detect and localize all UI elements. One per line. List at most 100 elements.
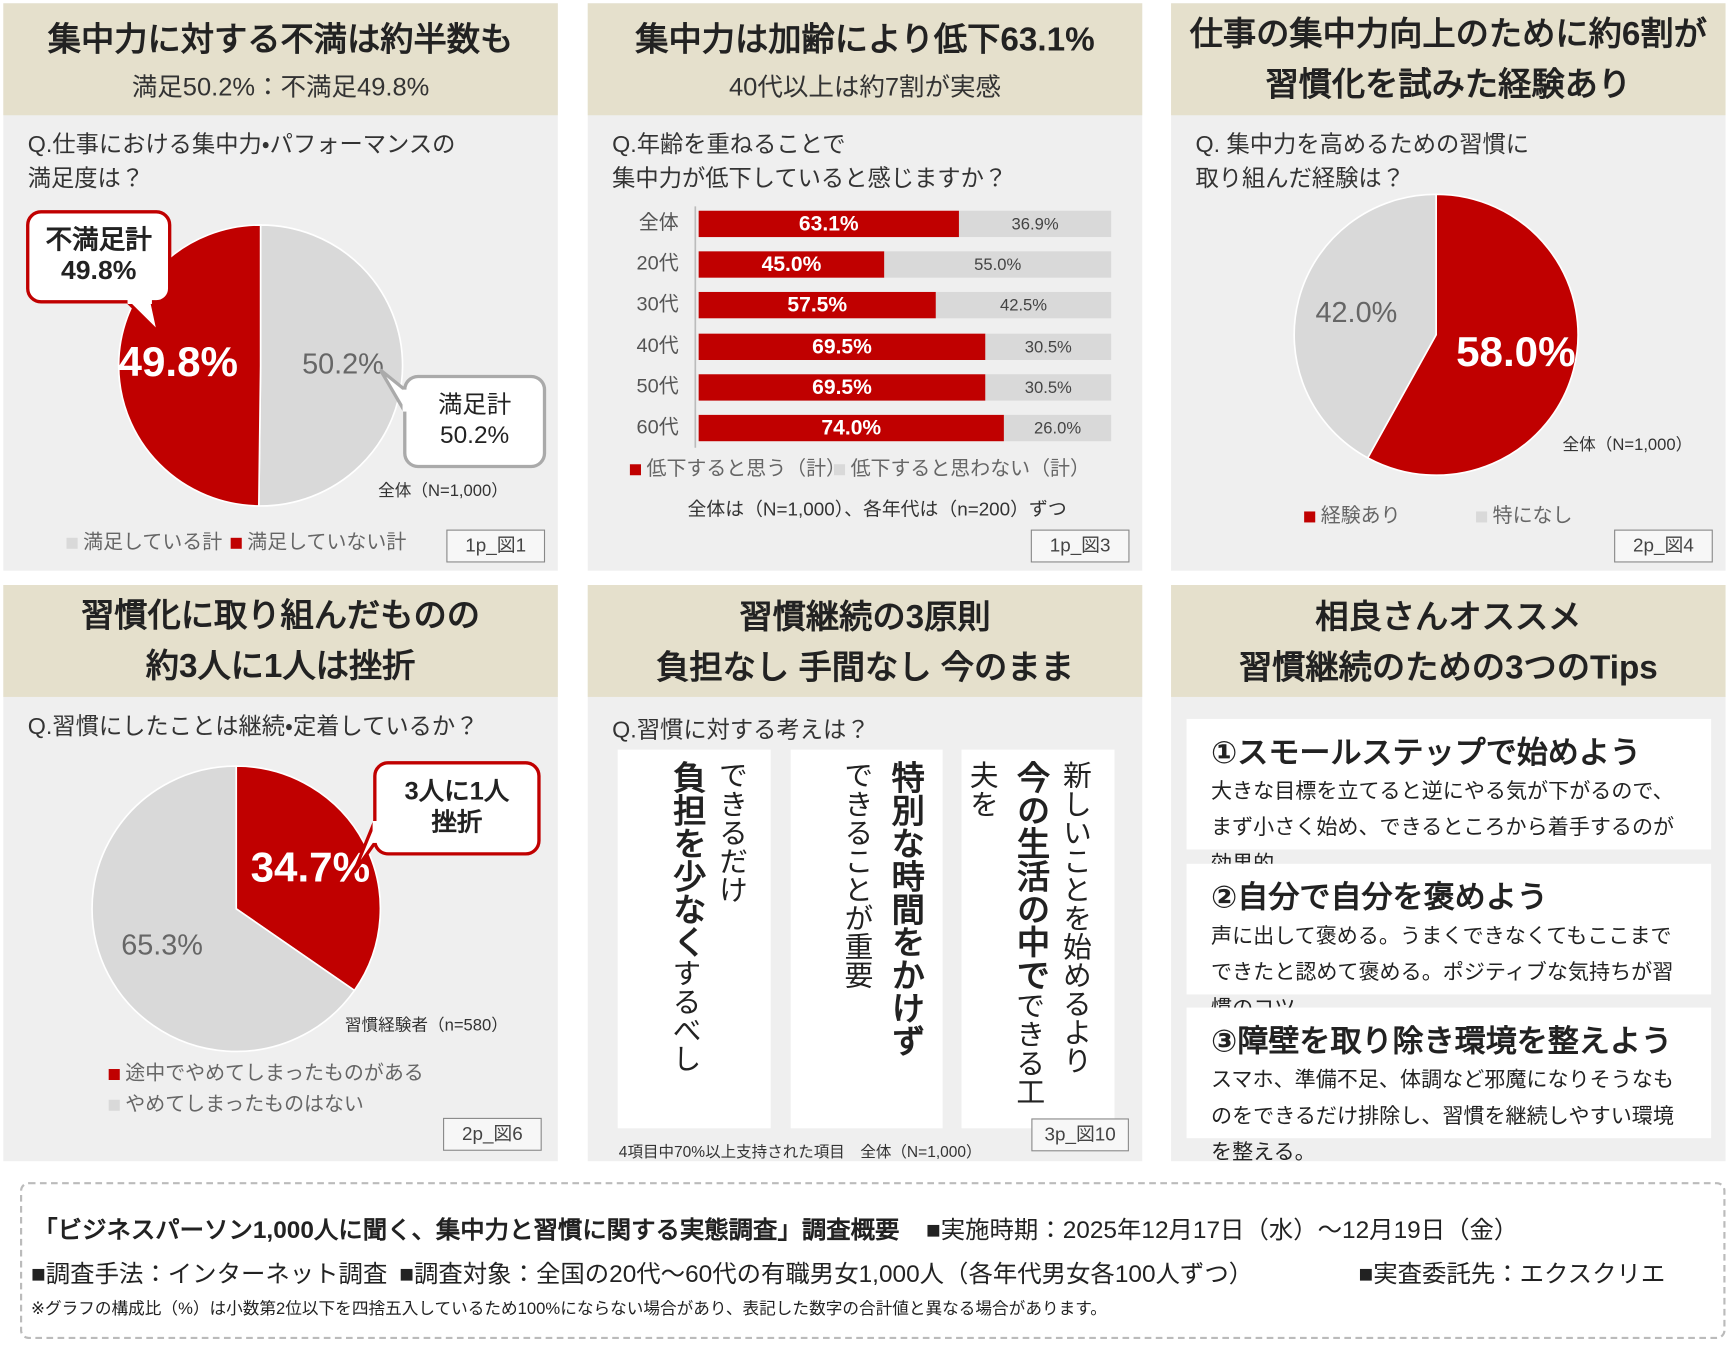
tip-card: ③障壁を取り除き環境を整えようスマホ、準備不足、体調など邪魔になりそうなものをで… [1186, 1007, 1712, 1165]
bar-segment [698, 210, 959, 238]
category-label: 50代 [637, 376, 679, 398]
bar-segment [698, 291, 936, 319]
figure-ref: 2p_図6 [462, 1123, 523, 1145]
panel-title: 習慣継続の3原則 [739, 599, 991, 636]
tip-heading: ②自分で自分を褒めよう [1210, 880, 1548, 915]
tip-card: ①スモールステップで始めよう 大きな目標を立てると逆にやる気が下がるので、まず小さ… [1186, 718, 1712, 876]
card-text: するべし [668, 958, 702, 1073]
callout-box [26, 210, 172, 304]
legend-label: 満足していない計 [247, 532, 406, 554]
pie-value-label: 49.8% [119, 338, 238, 385]
sample-note: 4項目中70%以上支持された項目 全体（N=1,000） [618, 1142, 982, 1161]
bar-value-label: 57.5% [787, 294, 847, 317]
pie-slice [257, 224, 404, 507]
legend-swatch [1304, 511, 1316, 523]
panel-header [1171, 3, 1726, 116]
bar-segment [698, 374, 986, 401]
figure-ref-box [1030, 529, 1130, 563]
legend-swatch [108, 1069, 120, 1080]
card-emphasis: 特別な時間をかけず [886, 760, 923, 1057]
figure-ref-box [1614, 529, 1713, 563]
panel-header [3, 3, 558, 116]
principle-card: できるだけ 負担を少なくするべし [617, 749, 771, 1129]
pie-value-label: 65.3% [121, 930, 203, 962]
legend-swatch [108, 1099, 120, 1111]
summary-item: ■実査委託先：エクスクリエ [1358, 1259, 1666, 1288]
panel-header: 相良さんオススメ 習慣継続のための3つのTips [1171, 584, 1726, 697]
bar-segment [698, 251, 885, 278]
panel-header: 習慣継続の3原則 負担なし 手間なし 今のまま [587, 584, 1143, 697]
bar-value-label: 55.0% [974, 255, 1021, 274]
card-line: 特別な時間をかけず [881, 761, 928, 1129]
card-line: 今の生活の中でできる工夫を [959, 761, 1052, 1129]
bar-segment [698, 414, 1004, 442]
bar-value-label: 42.5% [1000, 296, 1047, 315]
question: 集中力が低下していると感じますか？ [612, 165, 1007, 191]
principle-card: 特別な時間をかけず できることが重要 [790, 749, 943, 1129]
card-text: できることが重要 [840, 760, 874, 989]
category-label: 60代 [637, 416, 679, 438]
summary-remark: ※グラフの構成比（%）は小数第2位以下を四捨五入しているため100%にならない場… [31, 1299, 1107, 1319]
callout-box [403, 374, 547, 469]
pie-value-label: 34.7% [251, 844, 370, 891]
bar-value-label: 45.0% [762, 253, 822, 276]
bar-value-label: 63.1% [799, 213, 859, 236]
pie-value-label: 50.2% [302, 349, 384, 381]
card-line: 負担を少なくするべし [662, 761, 709, 1129]
bar-value-label: 30.5% [1025, 337, 1072, 356]
figure-ref-box [443, 1117, 542, 1151]
bar-value-label: 36.9% [1012, 214, 1059, 233]
card-line: できるだけ [709, 761, 756, 1129]
category-label: 全体 [639, 212, 679, 234]
panel-title: 約3人に1人は挫折 [146, 648, 416, 685]
legend-swatch [230, 537, 242, 549]
card-text: できるだけ [715, 760, 749, 904]
legend-label: 途中でやめてしまったものがある [125, 1063, 423, 1085]
bar-value-label: 69.5% [812, 376, 872, 399]
legend-swatch [629, 464, 641, 476]
card-line: できることが重要 [834, 761, 881, 1129]
figure-ref: 1p_図1 [465, 535, 526, 557]
panel-title: 集中力に対する不満は約半数も [47, 22, 514, 59]
legend-label: 満足している計 [83, 532, 222, 554]
callout-text: 満足計 [438, 392, 511, 419]
category-label: 20代 [637, 253, 679, 275]
legend-label: やめてしまったものはない [125, 1094, 364, 1116]
bar-segment [884, 251, 1112, 278]
bar-segment [698, 333, 986, 360]
question: Q.年齢を重ねることで [612, 131, 845, 157]
summary-period: ■実施時期：2025年12月17日（水）～12月19日（金） [925, 1216, 1519, 1244]
tip-heading: ①スモールステップで始めよう [1210, 735, 1641, 770]
legend-label: 低下すると思う（計） [647, 458, 846, 480]
pie-slice [91, 765, 356, 1053]
tip-body: スマホ、準備不足、体調など邪魔になりそうなものをできるだけ排除し、習慣を継続しや… [1210, 1069, 1674, 1165]
callout-tail [378, 368, 407, 413]
question: Q. 集中力を高めるための習慣に [1195, 131, 1529, 157]
bar-segment [985, 333, 1112, 360]
card-emphasis: 今の生活の中で [1011, 760, 1048, 992]
tip-heading: ③障壁を取り除き環境を整えよう [1210, 1024, 1673, 1059]
legend-swatch [66, 537, 78, 549]
card-line: 新しいことを始めるより [1052, 761, 1099, 1129]
callout-text: 50.2% [440, 422, 509, 449]
panel-title: 集中力は加齢により低下63.1% [634, 22, 1094, 59]
callout-tail [126, 300, 162, 338]
pie-slice [1366, 193, 1579, 477]
category-label: 30代 [637, 293, 679, 315]
bar-segment [935, 291, 1112, 319]
card-text: 新しいことを始めるより [1059, 760, 1093, 1075]
tip-body: 声に出して褒める。うまくできなくてもここまでできたと認めて褒める。ポジティブな気… [1210, 925, 1674, 1020]
callout-tail [352, 820, 377, 874]
legend-swatch [1476, 511, 1488, 523]
panel-subtitle: 満足50.2%：不満足49.8% [132, 74, 429, 102]
bar-segment [958, 210, 1112, 238]
bar-value-label: 30.5% [1025, 378, 1072, 397]
callout-text: 不満足計 [45, 225, 152, 255]
sample-note: 全体は（N=1,000）、各年代は（n=200）ずつ [688, 498, 1067, 519]
bar-value-label: 69.5% [812, 336, 872, 359]
question: Q.仕事における集中力・パフォーマンスの [28, 131, 456, 157]
